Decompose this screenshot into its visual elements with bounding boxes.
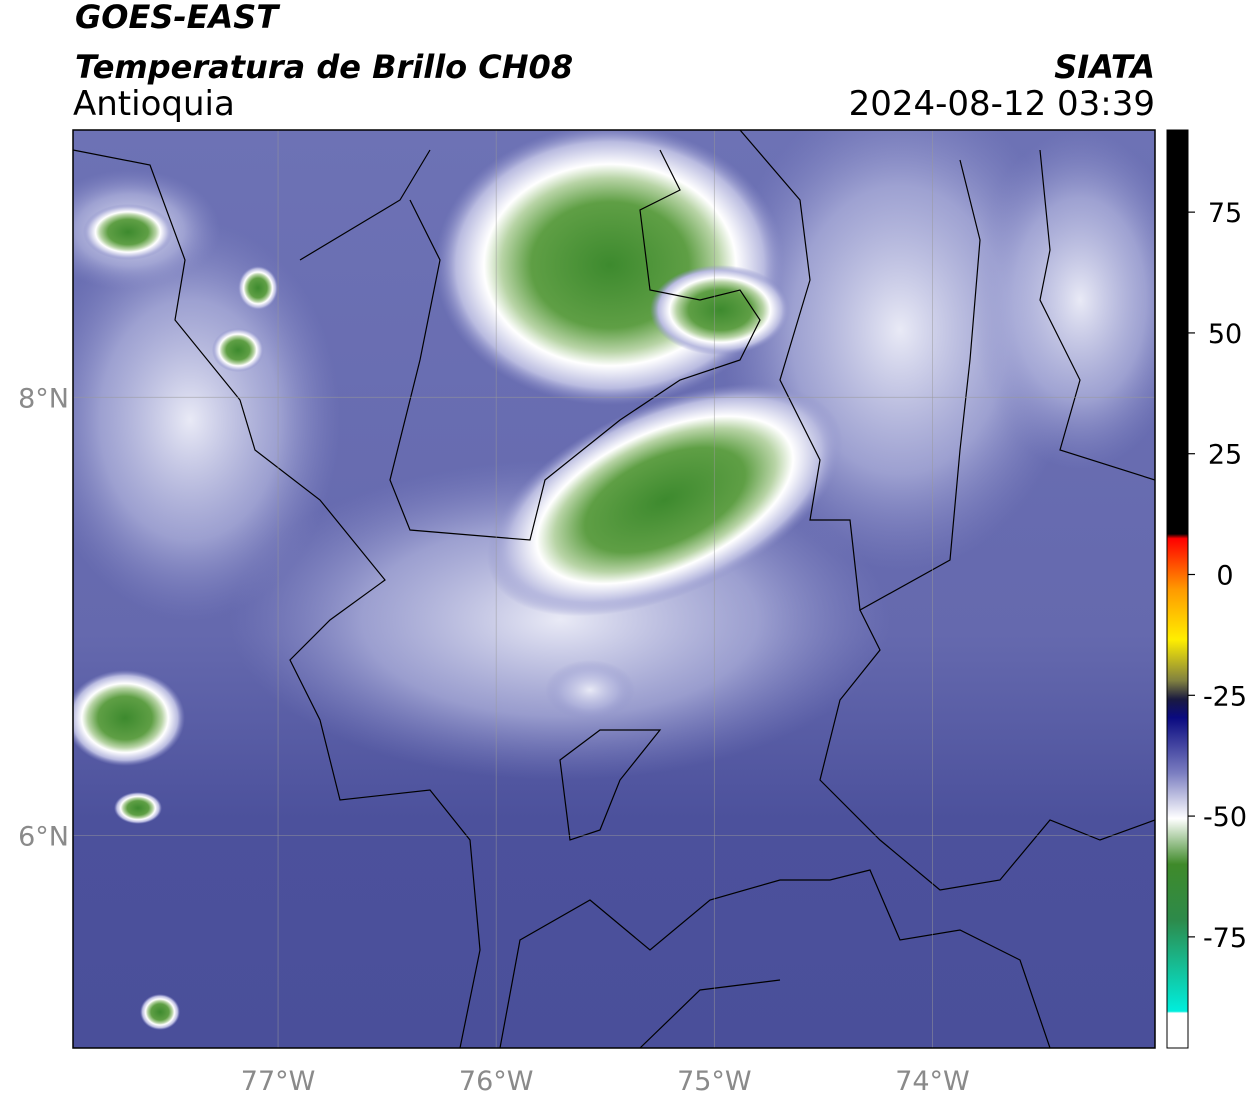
x-tick-label: 77°W (241, 1066, 316, 1097)
map-image (73, 130, 1155, 1048)
colorbar-tick-label: 25 (1208, 440, 1242, 471)
source: SIATA (1054, 48, 1155, 86)
colorbar-tick-label: -50 (1203, 802, 1247, 833)
region: Antioquia (73, 84, 235, 124)
x-tick-label: 74°W (895, 1066, 970, 1097)
x-tick-label: 76°W (459, 1066, 534, 1097)
datetime: 2024-08-12 03:39 (849, 84, 1155, 124)
colorbar (1166, 129, 1189, 1049)
colorbar-tick-label: 0 (1216, 561, 1233, 592)
y-tick-label: 8°N (18, 383, 69, 414)
title: GOES-EAST (75, 0, 280, 36)
colorbar-tick-label: -75 (1203, 923, 1247, 954)
map-frame (72, 129, 1156, 1049)
y-tick-label: 6°N (18, 821, 69, 852)
colorbar-tick-label: 50 (1208, 319, 1242, 350)
x-tick-label: 75°W (677, 1066, 752, 1097)
colorbar-tick-label: -25 (1203, 681, 1247, 712)
subtitle: Temperatura de Brillo CH08 (75, 48, 573, 86)
colorbar-tick-label: 75 (1208, 198, 1242, 229)
